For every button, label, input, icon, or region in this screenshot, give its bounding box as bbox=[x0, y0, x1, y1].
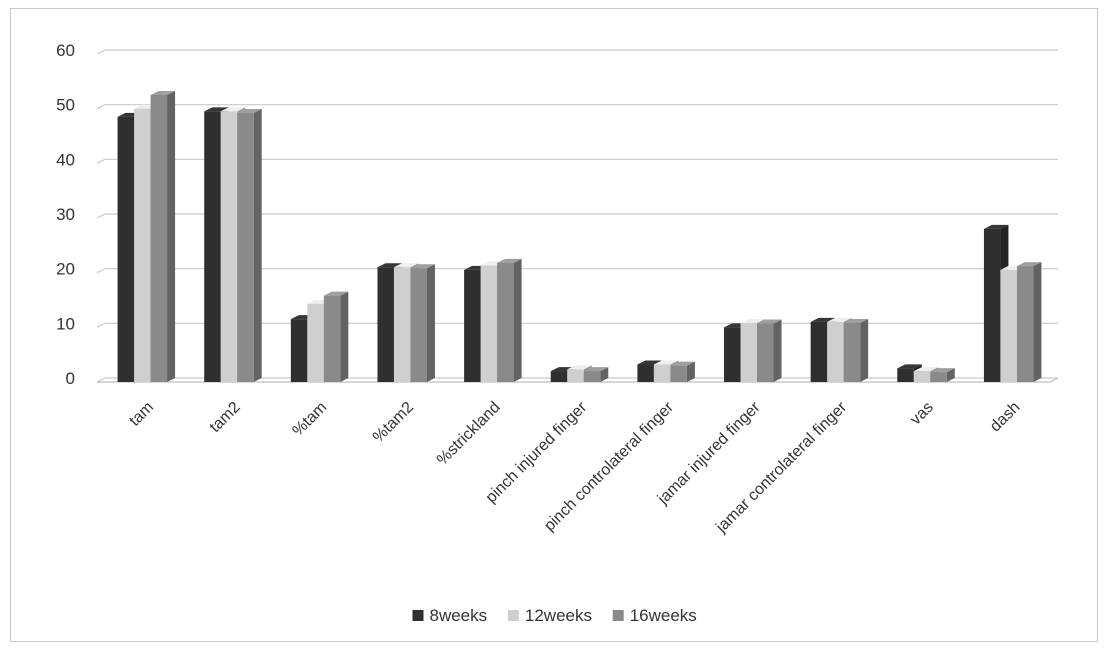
bar bbox=[843, 318, 869, 382]
y-tick-label: 50 bbox=[56, 96, 75, 115]
legend-label: 16weeks bbox=[630, 606, 697, 625]
bar bbox=[930, 368, 955, 382]
y-tick-label: 0 bbox=[66, 369, 75, 388]
gridline bbox=[96, 104, 1058, 110]
bar bbox=[150, 91, 176, 382]
y-tick-label: 10 bbox=[56, 314, 75, 333]
legend-label: 8weeks bbox=[430, 606, 488, 625]
legend-item: 8weeks bbox=[412, 606, 488, 625]
x-tick-label: tam2 bbox=[207, 399, 244, 436]
x-tick-label: vas bbox=[907, 399, 937, 429]
bar bbox=[757, 319, 782, 382]
bar bbox=[1016, 262, 1042, 382]
legend-item: 12weeks bbox=[507, 606, 592, 625]
gridline bbox=[96, 49, 1058, 55]
legend-item: 16weeks bbox=[612, 606, 697, 625]
bar bbox=[410, 264, 435, 382]
y-tick-label: 30 bbox=[56, 205, 75, 224]
y-tick-label: 40 bbox=[56, 150, 75, 169]
y-tick-label: 60 bbox=[56, 41, 75, 60]
y-tick-label: 20 bbox=[56, 260, 75, 279]
x-tick-label: %tam bbox=[289, 399, 330, 440]
x-tick-label: %strickland bbox=[434, 399, 504, 469]
bar bbox=[670, 361, 695, 382]
legend-swatch bbox=[612, 610, 624, 621]
gridline bbox=[96, 158, 1058, 164]
bar bbox=[583, 367, 609, 382]
x-tick-label: %tam2 bbox=[370, 399, 417, 446]
chart-frame bbox=[10, 8, 1098, 642]
gridline bbox=[96, 268, 1058, 274]
bars bbox=[117, 91, 1042, 383]
legend: 8weeks 12weeks 16weeks bbox=[412, 606, 697, 625]
y-axis: 0 10 20 30 40 50 60 bbox=[56, 41, 75, 388]
gridline bbox=[96, 322, 1058, 328]
bar bbox=[497, 258, 522, 382]
legend-swatch bbox=[507, 610, 519, 621]
bar bbox=[323, 291, 349, 382]
gridline bbox=[96, 213, 1058, 219]
x-tick-label: dash bbox=[987, 399, 1024, 436]
bar bbox=[237, 109, 262, 382]
legend-label: 12weeks bbox=[525, 606, 592, 625]
legend-swatch bbox=[412, 610, 424, 621]
x-tick-label: tam bbox=[126, 399, 157, 430]
